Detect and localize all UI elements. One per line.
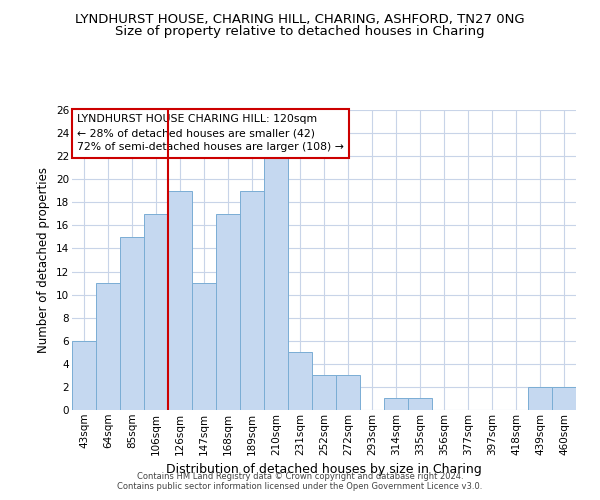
Bar [288,352,312,410]
Bar [240,191,264,410]
Text: Contains HM Land Registry data © Crown copyright and database right 2024.: Contains HM Land Registry data © Crown c… [137,472,463,481]
Bar [72,341,96,410]
Bar [216,214,240,410]
Text: Contains public sector information licensed under the Open Government Licence v3: Contains public sector information licen… [118,482,482,491]
Bar [336,376,360,410]
X-axis label: Distribution of detached houses by size in Charing: Distribution of detached houses by size … [166,463,482,476]
Bar [168,191,192,410]
Bar [96,283,120,410]
Bar [264,156,288,410]
Text: Size of property relative to detached houses in Charing: Size of property relative to detached ho… [115,25,485,38]
Text: LYNDHURST HOUSE, CHARING HILL, CHARING, ASHFORD, TN27 0NG: LYNDHURST HOUSE, CHARING HILL, CHARING, … [75,12,525,26]
Bar [144,214,168,410]
Bar [552,387,576,410]
Bar [384,398,408,410]
Text: LYNDHURST HOUSE CHARING HILL: 120sqm
← 28% of detached houses are smaller (42)
7: LYNDHURST HOUSE CHARING HILL: 120sqm ← 2… [77,114,344,152]
Bar [312,376,336,410]
Bar [408,398,432,410]
Bar [192,283,216,410]
Bar [120,237,144,410]
Y-axis label: Number of detached properties: Number of detached properties [37,167,50,353]
Bar [528,387,552,410]
